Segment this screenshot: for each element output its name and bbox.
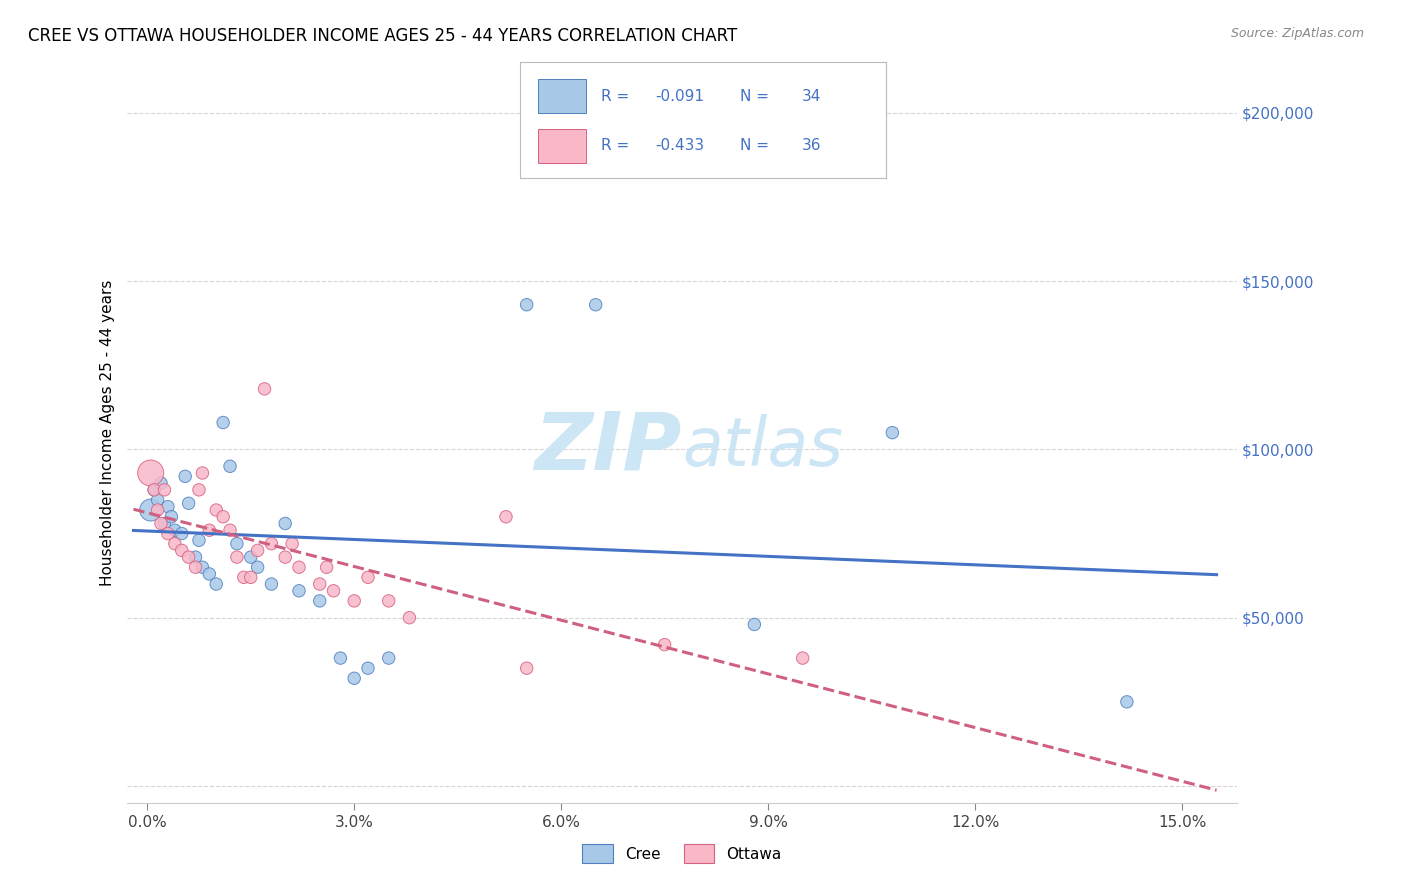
Text: Source: ZipAtlas.com: Source: ZipAtlas.com — [1230, 27, 1364, 40]
Text: N =: N = — [740, 88, 773, 103]
Point — [150, 476, 173, 491]
Point — [212, 509, 235, 524]
Point — [495, 509, 517, 524]
Text: R =: R = — [600, 88, 634, 103]
Point — [139, 503, 162, 517]
Point — [153, 516, 176, 531]
Point — [226, 536, 249, 550]
Point — [882, 425, 904, 440]
Point — [153, 483, 176, 497]
Point — [315, 560, 337, 574]
Point — [516, 298, 538, 312]
Text: -0.091: -0.091 — [655, 88, 704, 103]
Point — [177, 496, 200, 510]
Point — [191, 466, 214, 480]
Point — [377, 594, 399, 608]
Point — [654, 638, 676, 652]
Point — [288, 583, 311, 598]
Point — [377, 651, 399, 665]
Point — [357, 661, 380, 675]
Point — [219, 523, 242, 537]
Point — [188, 483, 211, 497]
Point — [329, 651, 352, 665]
Point — [226, 550, 249, 565]
Point — [343, 671, 366, 685]
Point — [150, 516, 173, 531]
Point — [156, 500, 179, 514]
Point — [198, 566, 221, 581]
Point — [163, 523, 186, 537]
Point — [174, 469, 197, 483]
Point — [232, 570, 254, 584]
Point — [239, 570, 262, 584]
Point — [163, 536, 186, 550]
Point — [205, 503, 228, 517]
Point — [308, 577, 330, 591]
Point — [198, 523, 221, 537]
Text: -0.433: -0.433 — [655, 138, 704, 153]
Text: ZIP: ZIP — [534, 409, 682, 486]
Text: N =: N = — [740, 138, 773, 153]
Point — [205, 577, 228, 591]
Point — [322, 583, 344, 598]
Y-axis label: Householder Income Ages 25 - 44 years: Householder Income Ages 25 - 44 years — [100, 279, 115, 586]
Point — [143, 483, 166, 497]
Point — [146, 492, 169, 507]
Text: CREE VS OTTAWA HOUSEHOLDER INCOME AGES 25 - 44 YEARS CORRELATION CHART: CREE VS OTTAWA HOUSEHOLDER INCOME AGES 2… — [28, 27, 737, 45]
Point — [239, 550, 262, 565]
Point — [184, 550, 207, 565]
Point — [281, 536, 304, 550]
Point — [184, 560, 207, 574]
Point — [308, 594, 330, 608]
Point — [246, 543, 269, 558]
Point — [398, 610, 420, 624]
FancyBboxPatch shape — [538, 78, 586, 113]
Point — [792, 651, 814, 665]
Point — [274, 516, 297, 531]
Point — [160, 509, 183, 524]
Point — [260, 536, 283, 550]
Point — [170, 543, 193, 558]
Point — [170, 526, 193, 541]
Point — [260, 577, 283, 591]
Point — [143, 483, 166, 497]
Point — [253, 382, 276, 396]
Text: 34: 34 — [801, 88, 821, 103]
Point — [188, 533, 211, 548]
Point — [219, 459, 242, 474]
Point — [156, 526, 179, 541]
Text: R =: R = — [600, 138, 634, 153]
FancyBboxPatch shape — [538, 128, 586, 163]
Text: atlas: atlas — [682, 415, 844, 481]
Point — [246, 560, 269, 574]
Legend: Cree, Ottawa: Cree, Ottawa — [576, 838, 787, 869]
Point — [146, 503, 169, 517]
Point — [744, 617, 766, 632]
Point — [212, 416, 235, 430]
Point — [1115, 695, 1137, 709]
Point — [177, 550, 200, 565]
Point — [343, 594, 366, 608]
Point — [139, 466, 162, 480]
Point — [585, 298, 607, 312]
Point — [288, 560, 311, 574]
Point — [191, 560, 214, 574]
Text: 36: 36 — [801, 138, 821, 153]
Point — [516, 661, 538, 675]
Point — [357, 570, 380, 584]
Point — [274, 550, 297, 565]
